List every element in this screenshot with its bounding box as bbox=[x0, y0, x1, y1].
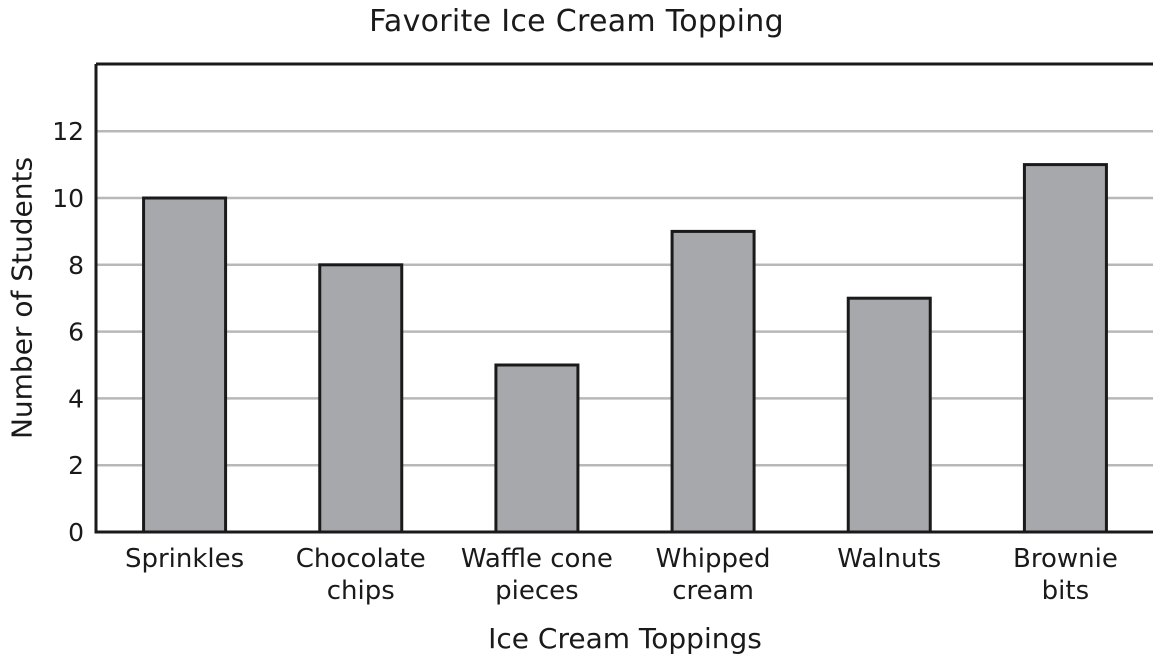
x-tick-label: Chocolate bbox=[296, 544, 426, 574]
y-tick-label: 6 bbox=[68, 318, 84, 347]
x-tick-label: pieces bbox=[495, 576, 579, 606]
x-axis-label: Ice Cream Toppings bbox=[488, 622, 762, 655]
bar bbox=[142, 196, 228, 534]
x-tick-label: Waffle cone bbox=[461, 544, 613, 574]
x-tick-label: bits bbox=[1042, 576, 1089, 606]
x-tick-label: Sprinkles bbox=[125, 544, 244, 574]
x-tick-label: Walnuts bbox=[837, 544, 941, 574]
x-tick-label: cream bbox=[672, 576, 754, 606]
x-tick-label: chips bbox=[327, 576, 395, 606]
y-tick-label: 8 bbox=[68, 251, 84, 280]
x-tick-label: Brownie bbox=[1013, 544, 1118, 574]
y-tick-label: 0 bbox=[68, 518, 84, 547]
bar bbox=[494, 363, 580, 534]
y-tick-label: 10 bbox=[52, 184, 84, 213]
bar bbox=[670, 229, 756, 534]
y-tick-label: 2 bbox=[68, 451, 84, 480]
bar bbox=[1022, 163, 1108, 534]
bar bbox=[318, 263, 404, 534]
bar bbox=[846, 296, 932, 534]
y-tick-label: 4 bbox=[68, 384, 84, 413]
x-tick-label: Whipped bbox=[656, 544, 771, 574]
chart-title: Favorite Ice Cream Topping bbox=[369, 4, 784, 39]
y-tick-label: 12 bbox=[52, 117, 84, 146]
